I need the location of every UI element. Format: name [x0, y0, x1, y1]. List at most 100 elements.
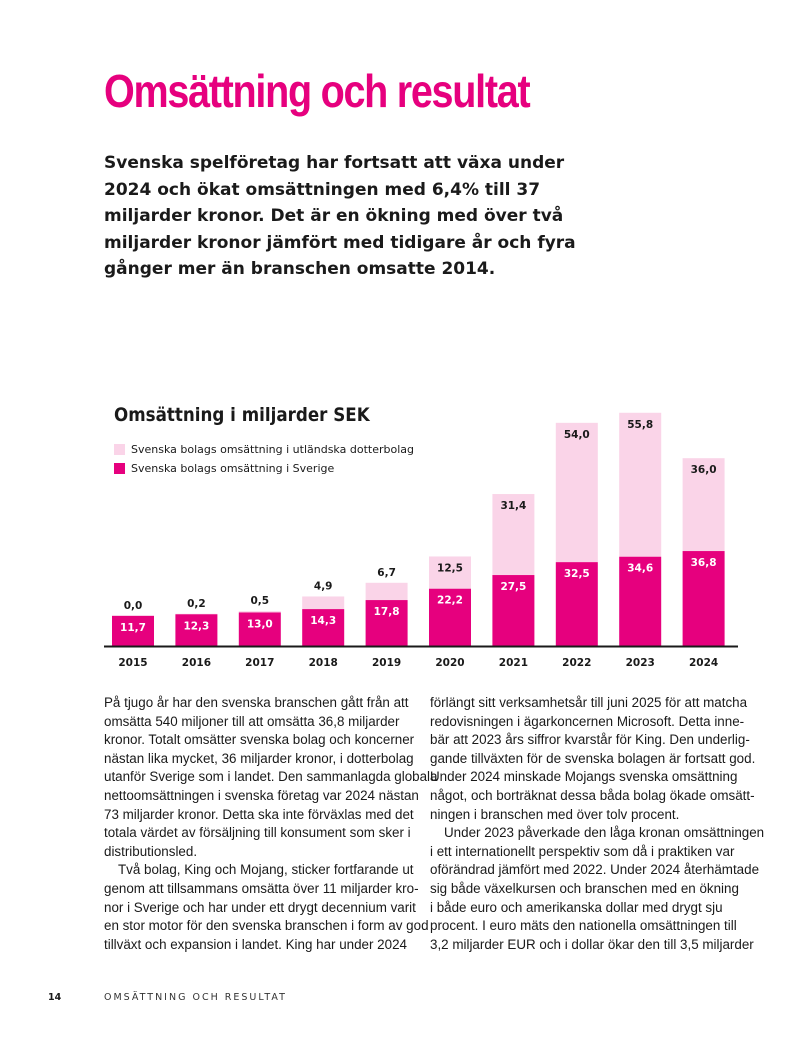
bar-foreign-2020 — [429, 556, 471, 589]
bar-sweden-2024 — [682, 551, 725, 646]
text-line: något, och borträknat dessa båda bolag ö… — [430, 787, 755, 803]
bar-foreign-2021 — [492, 494, 535, 576]
bar-sweden-2018 — [302, 609, 345, 646]
text-line: ningen i branschen med över tolv procent… — [430, 806, 680, 822]
text-line: nor i Sverige och har under ett drygt de… — [104, 899, 416, 915]
text-line: kronor. Totalt omsätter svenska bolag oc… — [104, 732, 415, 748]
text-line: totala värdet av försäljning till konsum… — [104, 825, 411, 841]
text-line: bär att 2023 års siffror kvarstår för Ki… — [430, 732, 750, 748]
x-tick-label: 2024 — [689, 657, 718, 669]
text-line: 73 miljarder kronor. Detta ska inte förv… — [104, 806, 414, 822]
lead-line: miljarder kronor jämfört med tidigare år… — [104, 232, 576, 253]
x-tick-label: 2015 — [118, 657, 147, 669]
lead-line: miljarder kronor. Det är en ökning med ö… — [104, 206, 564, 226]
chart-title: Omsättning i miljarder SEK — [114, 404, 370, 426]
value-label-sweden: 17,8 — [374, 606, 400, 618]
x-tick-label: 2019 — [372, 657, 401, 669]
legend-item-foreign: Svenska bolags omsättning i utländska do… — [114, 440, 414, 459]
text-line: i både euro och amerikanska dollar med d… — [430, 899, 723, 915]
page-footer: 14 OMSÄTTNING OCH RESULTAT — [48, 992, 287, 1003]
text-line: Under 2024 minskade Mojangs svenska omsä… — [430, 769, 738, 785]
paragraph: På tjugo år har den svenska branschen gå… — [104, 694, 438, 861]
page-title: Omsättning och resultat — [104, 65, 531, 117]
x-tick-label: 2018 — [309, 657, 338, 669]
x-tick-label: 2021 — [499, 657, 528, 669]
value-label-foreign: 0,0 — [124, 600, 143, 612]
bar-foreign-2019 — [365, 582, 408, 601]
body-column-left: På tjugo år har den svenska branschen gå… — [104, 694, 438, 954]
footer-section-title: OMSÄTTNING OCH RESULTAT — [104, 992, 287, 1003]
bar-foreign-2017 — [238, 611, 281, 613]
value-label-foreign: 12,5 — [437, 562, 463, 574]
value-label-foreign: 0,2 — [187, 598, 206, 610]
x-tick-label: 2023 — [626, 657, 655, 669]
bar-foreign-2022 — [555, 422, 598, 563]
bar-foreign-2024 — [682, 458, 725, 552]
value-label-foreign: 0,5 — [250, 595, 269, 607]
text-line: Under 2023 påverkade den låga kronan oms… — [444, 825, 765, 841]
value-label-sweden: 27,5 — [500, 581, 526, 593]
body-column-right: förlängt sitt verksamhetsår till juni 20… — [430, 694, 765, 954]
value-label-sweden: 32,5 — [564, 568, 590, 580]
legend-label: Svenska bolags omsättning i utländska do… — [131, 443, 414, 456]
text-line: utanför Sverige som i landet. Den samman… — [104, 769, 438, 785]
value-label-sweden: 36,8 — [691, 557, 717, 569]
text-line: gande tillväxten för de svenska bolagen … — [430, 750, 756, 766]
value-label-sweden: 11,7 — [120, 622, 146, 634]
x-tick-label: 2020 — [435, 657, 464, 669]
text-line: nettoomsättningen i svenska företag var … — [104, 787, 419, 803]
bar-sweden-2023 — [619, 556, 662, 646]
paragraph: Under 2023 påverkade den låga kronan oms… — [430, 824, 765, 954]
value-label-sweden: 13,0 — [247, 618, 273, 630]
text-line: 3,2 miljarder EUR och i dollar ökar den … — [430, 936, 754, 952]
text-line: en stor motor för den svenska branschen … — [104, 918, 429, 934]
value-label-foreign: 55,8 — [627, 419, 653, 431]
text-line: distributionsled. — [104, 843, 198, 859]
chart-legend: Svenska bolags omsättning i utländska do… — [114, 440, 414, 478]
revenue-chart: 11,7 0,0 2015 12,3 0,2 2016 13,0 0,5 2017 14,3 4,9… — [104, 412, 738, 669]
lead-line: gånger mer än branschen omsatte 2014. — [104, 259, 496, 279]
legend-label: Svenska bolags omsättning i Sverige — [131, 462, 335, 475]
text-line: i ett internationellt perspektiv som då … — [430, 843, 735, 859]
value-label-foreign: 36,0 — [691, 464, 717, 476]
lead-line: Svenska spelföretag har fortsatt att väx… — [104, 153, 565, 173]
text-line: redovisningen i ägarkoncernen Microsoft.… — [430, 713, 745, 729]
bar-foreign-2018 — [302, 596, 345, 610]
paragraph: Två bolag, King och Mojang, sticker fort… — [104, 861, 429, 954]
text-line: omsätta 540 miljoner till att omsätta 36… — [104, 713, 400, 729]
x-tick-label: 2017 — [245, 657, 274, 669]
value-label-foreign: 4,9 — [314, 580, 333, 592]
legend-swatch-light — [114, 444, 125, 455]
bar-sweden-2016 — [175, 614, 218, 646]
value-label-sweden: 22,2 — [437, 595, 463, 607]
bar-sweden-2017 — [238, 612, 281, 646]
text-line: nästan lika mycket, 36 miljarder kronor,… — [104, 750, 414, 766]
value-label-foreign: 6,7 — [377, 567, 396, 579]
bar-foreign-2016 — [175, 613, 218, 615]
bar-foreign-2023 — [619, 412, 662, 557]
text-line: oförändrad jämfört med 2022. Under 2024 … — [430, 862, 760, 878]
value-label-sweden: 34,6 — [627, 563, 653, 575]
value-label-sweden: 14,3 — [310, 615, 336, 627]
text-line: förlängt sitt verksamhetsår till juni 20… — [430, 695, 748, 710]
value-label-sweden: 12,3 — [183, 620, 209, 632]
text-line: tillväxt och expansion i landet. King ha… — [104, 936, 407, 952]
paragraph: förlängt sitt verksamhetsår till juni 20… — [430, 694, 756, 824]
lead-paragraph: Svenska spelföretag har fortsatt att väx… — [104, 150, 576, 283]
bar-sweden-2021 — [492, 575, 535, 646]
bar-sweden-2015 — [112, 615, 154, 646]
page-number: 14 — [48, 992, 62, 1003]
text-line: genom att tillsammans omsätta över 11 mi… — [104, 880, 419, 896]
x-tick-label: 2022 — [562, 657, 591, 669]
bar-sweden-2019 — [365, 600, 408, 646]
text-line: Två bolag, King och Mojang, sticker fort… — [118, 862, 414, 878]
value-label-foreign: 54,0 — [564, 429, 590, 441]
text-line: procent. I euro mäts den nationella omsä… — [430, 918, 737, 934]
text-line: På tjugo år har den svenska branschen gå… — [104, 695, 409, 710]
legend-item-sweden: Svenska bolags omsättning i Sverige — [114, 459, 414, 478]
legend-swatch-accent — [114, 463, 125, 474]
lead-line: 2024 och ökat omsättningen med 6,4% till… — [104, 179, 541, 200]
text-line: sig både växelkursen och branschen med e… — [430, 880, 739, 896]
bar-sweden-2020 — [429, 588, 471, 646]
bar-sweden-2022 — [555, 562, 598, 646]
